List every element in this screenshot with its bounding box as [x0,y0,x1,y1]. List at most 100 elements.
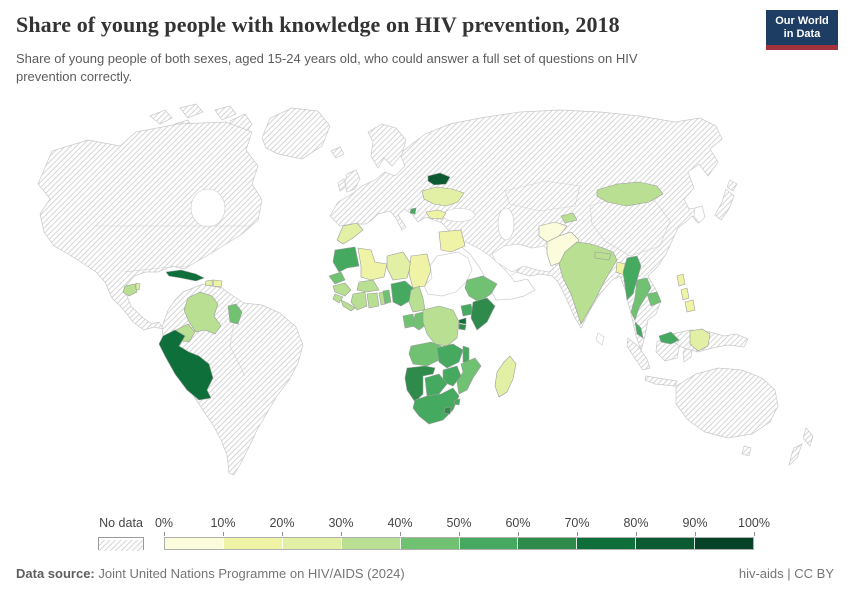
country-cambodia[interactable] [646,291,662,307]
page-title: Share of young people with knowledge on … [16,12,620,37]
country-south-africa[interactable] [412,387,460,425]
land-scandinavia [367,123,407,169]
data-source-text: Joint United Nations Programme on HIV/AI… [98,566,405,581]
country-mongolia[interactable] [596,181,664,207]
land-sri-lanka [595,332,605,346]
land-greenland [261,107,331,160]
legend-tick-label: 0% [154,516,174,530]
country-liberia[interactable] [340,299,356,312]
legend-bin-50-60[interactable] [459,538,519,549]
black-sea [442,208,476,222]
country-colombia[interactable] [183,291,222,335]
country-botswana[interactable] [424,373,448,397]
owid-logo-line1: Our World [775,15,829,27]
country-ukraine[interactable] [421,186,465,207]
legend-tick-mark [459,532,460,536]
legend-tick-label: 10% [210,516,236,530]
legend-no-data-swatch[interactable] [98,537,144,551]
country-peru[interactable] [158,329,214,401]
country-benin[interactable] [382,289,392,305]
data-source: Data source: Joint United Nations Progra… [16,566,405,581]
country-papua-new-guinea[interactable] [689,328,711,352]
legend-bin-20-30[interactable] [282,538,342,549]
country-guyana[interactable] [227,303,243,325]
no-data-land [37,103,814,476]
owid-logo[interactable]: Our World in Data [766,10,838,51]
legend-no-data-label: No data [99,516,143,530]
country-nepal[interactable] [594,251,612,261]
country-sierra-leone[interactable] [332,293,344,304]
legend-tick-mark [400,532,401,536]
legend-bin-90-100[interactable] [695,538,754,549]
country-angola[interactable] [408,341,442,367]
country-eswatini[interactable] [453,398,461,406]
country-mauritania[interactable] [332,246,360,273]
country-senegal[interactable] [328,271,346,285]
legend-tick-label: 30% [328,516,354,530]
land-iceland [330,146,345,159]
country-chad[interactable] [408,253,432,289]
land-ireland [337,178,347,192]
legend-bin-0-10[interactable] [165,538,224,549]
land-sumatra [626,337,651,371]
country-morocco[interactable] [336,222,364,245]
legend-bin-60-70[interactable] [518,538,578,549]
us-mexico-border [123,265,187,273]
country-india[interactable] [558,241,618,325]
country-belarus[interactable] [427,172,451,186]
country-rwanda[interactable] [458,317,467,325]
land-korea [693,205,706,224]
country-ghana[interactable] [366,292,380,309]
country-myanmar[interactable] [622,255,642,301]
legend-bin-10-20[interactable] [223,538,283,549]
legend-tick-mark [341,532,342,536]
country-haiti[interactable] [204,279,214,287]
country-cote-divoire[interactable] [350,291,368,311]
country-bulgaria[interactable] [425,209,447,220]
legend-tick-label: 70% [564,516,590,530]
country-niger[interactable] [386,251,412,281]
legend-tick-mark [223,532,224,536]
country-belize[interactable] [135,282,141,291]
country-zambia[interactable] [436,343,464,369]
country-montenegro[interactable] [409,207,417,215]
country-guatemala[interactable] [122,283,138,297]
country-madagascar[interactable] [494,355,517,398]
land-java [644,375,678,387]
country-tajikistan[interactable] [560,212,578,224]
legend-tick-label: 90% [682,516,708,530]
country-ethiopia[interactable] [464,275,498,303]
country-kenya[interactable] [470,297,496,331]
country-mali[interactable] [357,247,388,281]
country-cameroon[interactable] [408,285,426,313]
land-arctic-islands [149,109,173,125]
country-cuba[interactable] [165,269,205,282]
country-malaysia[interactable] [634,321,680,345]
country-burkina-faso[interactable] [356,279,380,293]
country-philippines[interactable] [676,273,696,313]
legend-tick-mark [518,532,519,536]
legend-bin-70-80[interactable] [577,538,637,549]
legend-bin-40-50[interactable] [400,538,460,549]
country-thailand[interactable] [630,277,652,321]
legend-tick-labels: 0% 10% 20% 30% 40% 50% 60% 70% 80% 90% 100% [155,516,770,538]
legend-tick-label: 40% [387,516,413,530]
legend-tick-label: 20% [269,516,295,530]
country-guinea[interactable] [332,282,352,297]
country-namibia[interactable] [404,365,436,403]
legend-tick-mark [282,532,283,536]
country-dominican-republic[interactable] [212,279,223,288]
legend-tick-mark [577,532,578,536]
legend-bin-80-90[interactable] [636,538,696,549]
country-dr-congo[interactable] [422,305,460,347]
country-lesotho[interactable] [443,406,452,415]
land-eurasia [329,109,723,352]
credit[interactable]: hiv-aids | CC BY [738,566,834,581]
legend-tick-label: 60% [505,516,531,530]
data-source-label: Data source: [16,566,95,581]
country-egypt[interactable] [438,229,466,253]
country-burundi[interactable] [458,323,467,331]
legend-bin-30-40[interactable] [341,538,401,549]
kazakhstan-border [504,180,581,212]
footer: Data source: Joint United Nations Progra… [0,566,850,581]
